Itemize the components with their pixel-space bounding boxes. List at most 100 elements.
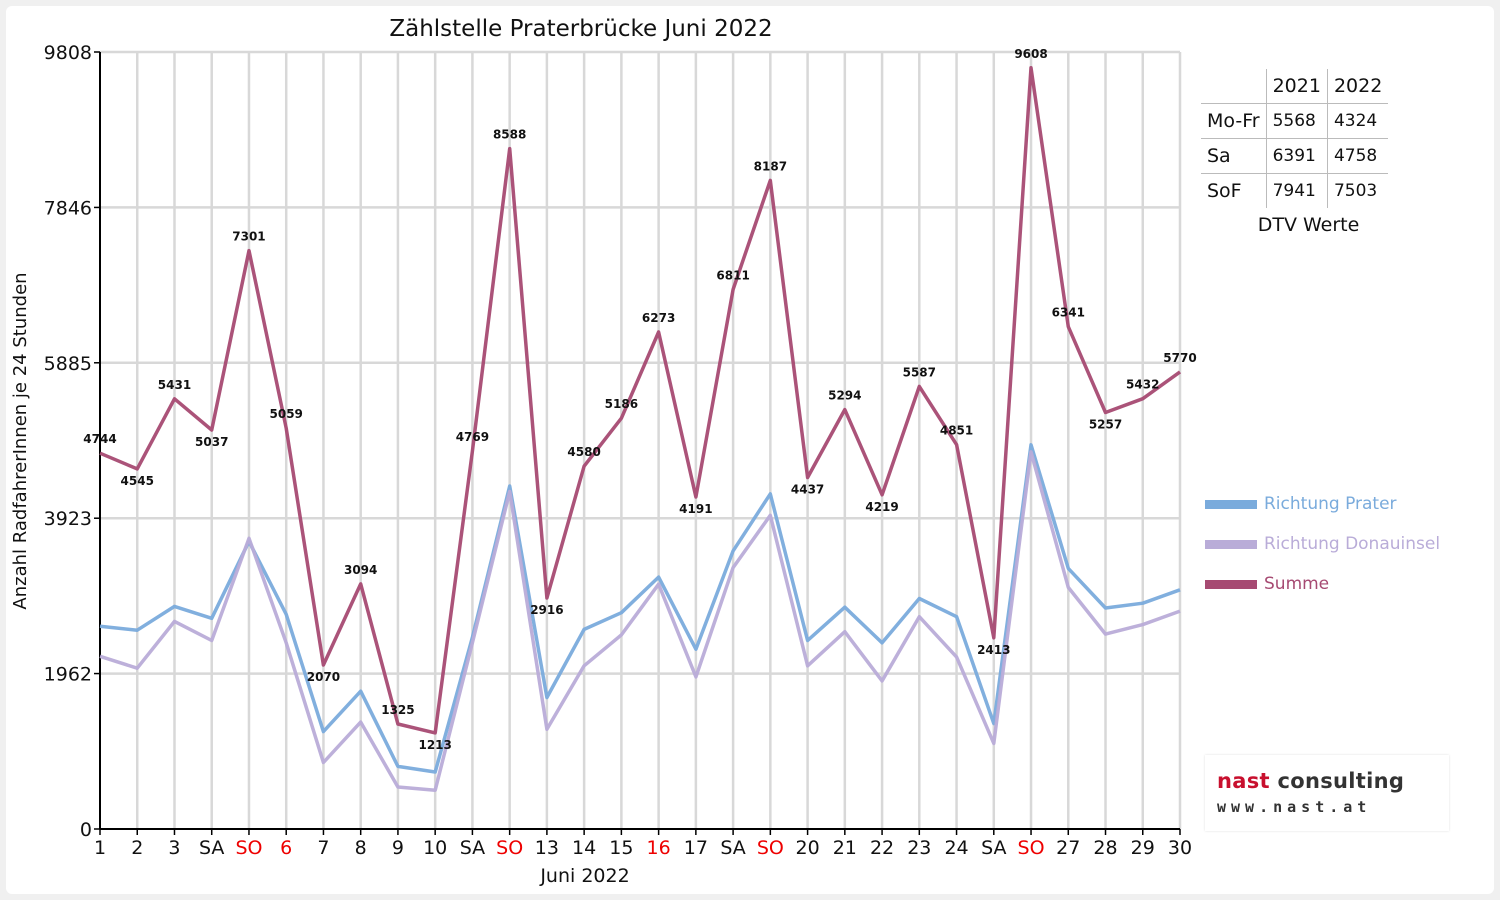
x-tick-label: 23 bbox=[907, 837, 931, 859]
x-tick-label: 16 bbox=[647, 837, 671, 859]
data-label: 5059 bbox=[270, 407, 303, 421]
x-tick-label: 14 bbox=[572, 837, 596, 859]
x-tick-label: 30 bbox=[1168, 837, 1192, 859]
data-label: 2070 bbox=[307, 670, 340, 684]
dtv-row-label: Sa bbox=[1201, 138, 1267, 174]
data-label: 5431 bbox=[158, 378, 191, 392]
data-label: 5037 bbox=[195, 435, 228, 449]
data-label: 6341 bbox=[1052, 306, 1085, 320]
dtv-cell-2021: 7941 bbox=[1265, 173, 1328, 208]
x-tick-label: 27 bbox=[1056, 837, 1080, 859]
dtv-row-mofr: Mo-Fr 5568 4324 bbox=[1201, 103, 1389, 139]
legend-label-donauinsel: Richtung Donauinsel bbox=[1264, 534, 1441, 554]
dtv-header-2022: 2022 bbox=[1326, 69, 1389, 104]
x-tick-label: SA bbox=[199, 837, 224, 859]
data-label: 4580 bbox=[567, 445, 600, 459]
legend-swatch-summe bbox=[1205, 579, 1257, 589]
data-label: 4545 bbox=[121, 474, 154, 488]
data-label: 6273 bbox=[642, 311, 675, 325]
data-label: 5294 bbox=[828, 389, 861, 403]
x-tick-label: 10 bbox=[423, 837, 447, 859]
data-label: 4851 bbox=[940, 424, 973, 438]
x-tick-label: 21 bbox=[833, 837, 857, 859]
dtv-row-sa: Sa 6391 4758 bbox=[1201, 138, 1389, 174]
x-tick-label: 6 bbox=[280, 837, 292, 859]
dtv-cell-2021: 5568 bbox=[1265, 103, 1328, 139]
x-tick-label: 24 bbox=[944, 837, 968, 859]
x-tick-label: SA bbox=[981, 837, 1006, 859]
x-tick-label: SA bbox=[460, 837, 485, 859]
y-tick-label: 0 bbox=[80, 819, 92, 841]
data-label: 4219 bbox=[865, 500, 898, 514]
x-tick-label: 15 bbox=[609, 837, 633, 859]
series-line-2 bbox=[99, 450, 1181, 792]
x-tick-label: 2 bbox=[131, 837, 143, 859]
data-label: 5186 bbox=[605, 397, 638, 411]
x-tick-label: 1 bbox=[94, 837, 106, 859]
x-tick-label: SO bbox=[235, 837, 262, 859]
x-tick-label: 7 bbox=[317, 837, 329, 859]
y-tick-label: 9808 bbox=[44, 42, 92, 64]
x-tick-label: SO bbox=[496, 837, 523, 859]
x-tick-label: SO bbox=[757, 837, 784, 859]
data-label: 2413 bbox=[977, 643, 1010, 657]
dtv-caption: DTV Werte bbox=[1257, 214, 1360, 236]
dtv-header-row: 2021 2022 bbox=[1201, 69, 1389, 104]
nast-consulting-logo: nast consulting www.nast.at bbox=[1205, 755, 1449, 831]
series-line-1 bbox=[99, 443, 1181, 774]
y-tick-label: 5885 bbox=[44, 353, 92, 375]
x-tick-label: 9 bbox=[392, 837, 404, 859]
x-tick-label: 3 bbox=[168, 837, 180, 859]
data-label: 8588 bbox=[493, 128, 526, 142]
x-tick-label: 8 bbox=[355, 837, 367, 859]
dtv-cell-2022: 7503 bbox=[1326, 173, 1389, 208]
data-label: 5587 bbox=[903, 365, 936, 379]
dtv-table: 2021 2022 Mo-Fr 5568 4324 Sa 6391 4758 S… bbox=[1201, 69, 1389, 208]
y-tick-label: 1962 bbox=[44, 664, 92, 686]
x-axis-title: Juni 2022 bbox=[539, 865, 629, 887]
dtv-row-label: Mo-Fr bbox=[1201, 103, 1267, 139]
data-label: 1325 bbox=[381, 703, 414, 717]
data-label: 2916 bbox=[530, 603, 563, 617]
legend-swatch-donauinsel bbox=[1205, 539, 1257, 549]
data-label: 3094 bbox=[344, 563, 377, 577]
data-label: 4191 bbox=[679, 502, 712, 516]
chart-frame: 0 1962 3923 5885 7846 9808 1 2 3 SA SO 6 7 8 9 10 SA SO 13… bbox=[6, 6, 1494, 894]
series-line-3 bbox=[99, 66, 1182, 735]
data-label: 4744 bbox=[83, 432, 116, 446]
x-tick-label: 20 bbox=[795, 837, 819, 859]
x-tick-label: SO bbox=[1018, 837, 1045, 859]
legend-label-prater: Richtung Prater bbox=[1264, 494, 1397, 514]
data-label: 5257 bbox=[1089, 418, 1122, 432]
data-label: 8187 bbox=[754, 159, 787, 173]
x-tick-label: SA bbox=[720, 837, 745, 859]
x-tick-label: 13 bbox=[535, 837, 559, 859]
x-tick-label: 17 bbox=[684, 837, 708, 859]
data-label: 5770 bbox=[1163, 351, 1196, 365]
y-axis-title: Anzahl RadfahrerInnen je 24 Stunden bbox=[10, 272, 31, 609]
logo-name: nast consulting bbox=[1217, 769, 1405, 793]
data-label: 9608 bbox=[1014, 47, 1047, 61]
legend-item-donauinsel: Richtung Donauinsel bbox=[1205, 533, 1440, 555]
legend-label-summe: Summe bbox=[1264, 574, 1330, 594]
data-label: 5432 bbox=[1126, 378, 1159, 392]
legend-item-prater: Richtung Prater bbox=[1205, 493, 1397, 515]
data-label: 4437 bbox=[791, 482, 824, 496]
dtv-cell-2022: 4324 bbox=[1326, 103, 1389, 139]
data-label: 1213 bbox=[418, 738, 451, 752]
y-tick-label: 7846 bbox=[44, 197, 92, 219]
dtv-cell-2021: 6391 bbox=[1265, 138, 1328, 174]
x-tick-label: 29 bbox=[1131, 837, 1155, 859]
dtv-header-empty bbox=[1201, 69, 1266, 104]
logo-url: www.nast.at bbox=[1217, 798, 1372, 816]
data-label: 7301 bbox=[232, 230, 265, 244]
x-tick-label: 22 bbox=[870, 837, 894, 859]
dtv-header-2021: 2021 bbox=[1265, 69, 1328, 104]
legend-item-summe: Summe bbox=[1205, 573, 1329, 595]
x-tick-label: 28 bbox=[1093, 837, 1117, 859]
dtv-cell-2022: 4758 bbox=[1326, 138, 1389, 174]
dtv-row-label: SoF bbox=[1201, 173, 1267, 208]
chart-title: Zählstelle Praterbrücke Juni 2022 bbox=[389, 16, 772, 42]
y-tick-label: 3923 bbox=[44, 508, 92, 530]
